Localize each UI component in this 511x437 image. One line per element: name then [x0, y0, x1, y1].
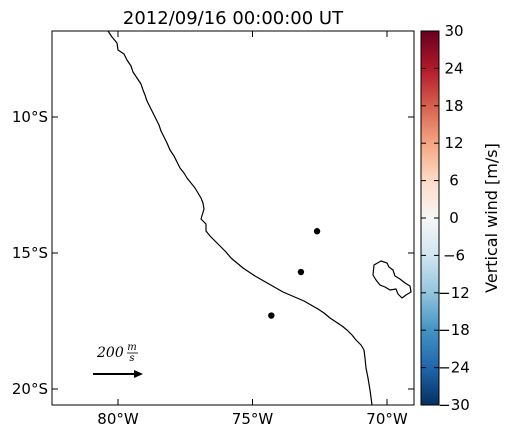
colorbar-tick-label: 6: [449, 172, 459, 190]
map-background: [52, 31, 414, 405]
colorbar-tick-label: −18: [438, 321, 470, 339]
colorbar-tick-label: 18: [444, 97, 463, 115]
colorbar-tick-label: 30: [444, 22, 463, 40]
colorbar-tick-label: 24: [444, 59, 463, 77]
colorbar: 30 24 18 12 6 0 −6 −12 −18 −24 −30 Vertical wind […: [420, 22, 501, 414]
colorbar-gradient: [421, 31, 439, 405]
x-tick-label: 75°W: [232, 410, 274, 428]
x-tick-label: 80°W: [97, 410, 139, 428]
scale-arrow-unit-den: s: [129, 353, 134, 364]
colorbar-tick-label: 12: [444, 134, 463, 152]
x-tick-label: 70°W: [366, 410, 408, 428]
colorbar-tick-label: −6: [443, 246, 465, 264]
lake-titicaca: [372, 260, 412, 299]
colorbar-ticks: 30 24 18 12 6 0 −6 −12 −18 −24 −30: [421, 22, 470, 414]
colorbar-tick-label: −30: [438, 396, 470, 414]
scale-arrow: 200 m s: [93, 342, 143, 378]
station-marker: [268, 312, 275, 319]
coastline: [107, 31, 373, 405]
map-panel: 80°W 75°W 70°W 10°S 15°S 20°S 200 m s: [12, 30, 415, 428]
y-tick-label: 10°S: [12, 108, 48, 126]
colorbar-tick-label: −12: [438, 284, 470, 302]
stations-layer: [268, 228, 321, 319]
y-ticks: 10°S 15°S 20°S: [12, 108, 414, 398]
scale-arrow-head: [134, 370, 143, 378]
station-marker: [313, 228, 321, 235]
x-ticks: 80°W 75°W 70°W: [97, 31, 408, 428]
map-frame: [51, 30, 415, 406]
y-tick-label: 15°S: [12, 244, 48, 262]
map-title: 2012/09/16 00:00:00 UT: [123, 8, 344, 29]
scale-arrow-unit-num: m: [127, 342, 136, 353]
colorbar-tick-label: −24: [438, 359, 470, 377]
scale-arrow-value: 200: [96, 345, 124, 361]
colorbar-label: Vertical wind [m/s]: [482, 143, 501, 293]
station-marker: [297, 268, 305, 276]
y-tick-label: 20°S: [12, 380, 48, 398]
colorbar-tick-label: 0: [449, 209, 459, 227]
